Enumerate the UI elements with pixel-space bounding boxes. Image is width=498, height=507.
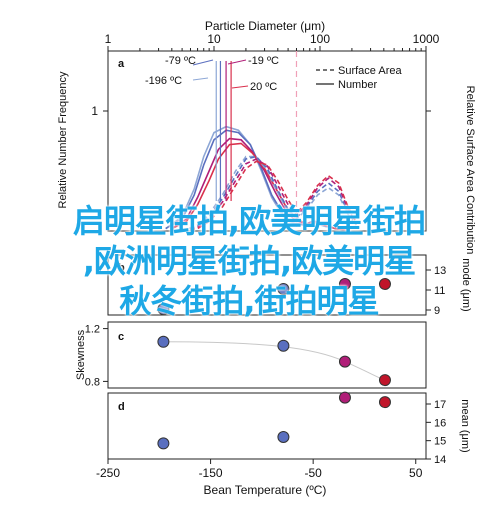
panel-b-y-label: mode (μm) [460, 258, 472, 311]
panel-d-x-tick-label-1: -150 [199, 466, 223, 480]
overlay-text-line-1: 启明星街拍,欧美明星街拍 [72, 202, 426, 240]
panel-d-x-ticks: -250 -150 -50 50 [96, 459, 423, 480]
panel-b-frame [107, 254, 427, 316]
panel-a-legend: Surface Area Number [316, 65, 402, 91]
panel-c-y-tick-label-0: 0.8 [85, 376, 100, 388]
panel-b: b mode (μm) 9 11 13 [107, 254, 472, 317]
panel-a-y-tick-label-0: 1 [91, 104, 98, 118]
panel-d-point-3 [378, 396, 391, 409]
panel-b-letter: b [118, 262, 125, 274]
panel-b-y-tick-label-1: 11 [434, 285, 445, 297]
leader-minus19 [227, 59, 247, 65]
leader-20 [231, 85, 249, 89]
panel-a-curve-surface-4 [181, 155, 357, 232]
panel-d-y-tick-label-2: 16 [434, 417, 446, 429]
panel-d-frame [107, 392, 427, 460]
panel-d-point-2 [338, 391, 351, 404]
panel-d-y-tick-label-1: 15 [434, 436, 446, 448]
panel-c-letter: c [118, 331, 124, 343]
panel-d-x-tick-label-0: -250 [96, 466, 120, 480]
panel-a-curves [165, 61, 358, 232]
panel-c-trend-curve [163, 341, 386, 381]
panel-c-y-ticks: 0.8 1.2 [85, 324, 108, 388]
panel-a-frame [107, 50, 427, 232]
panel-d-letter: d [118, 401, 125, 413]
panel-c-points [157, 335, 391, 387]
legend-surface-area: Surface Area [338, 65, 402, 77]
panel-a-top-axis-title: Particle Diameter (μm) [205, 19, 325, 33]
panel-b-y-tick-label-2: 13 [434, 265, 446, 277]
panel-c-y-label: Skewness [75, 329, 87, 380]
panel-c-point-3 [378, 374, 391, 387]
panel-a-series-labels: -79 ºC -196 ºC -19 ºC 20 ºC [145, 55, 279, 93]
panel-a-x-tick-label-2: 100 [310, 32, 330, 46]
overlay-text-line-2: ,欧洲明星街拍,欧美明星 [82, 242, 416, 280]
panel-a-right-y-label: Relative Surface Area Contribution [464, 86, 476, 255]
panel-a-left-y-label: Relative Number Frequency [57, 71, 69, 208]
panel-a-curve-surface-6 [181, 158, 358, 232]
panel-c-frame [107, 321, 427, 389]
panel-a-curve-surface-7 [181, 160, 358, 232]
panel-b-y-tick-label-0: 9 [434, 305, 440, 317]
panel-b-points [157, 278, 391, 315]
panel-d-y-label: mean (μm) [459, 399, 471, 452]
panel-c: c Skewness 0.8 1.2 [75, 321, 427, 389]
panel-c-point-1 [277, 339, 290, 352]
panel-a-x-tick-label-1: 10 [207, 32, 221, 46]
panel-a-letter: a [118, 58, 125, 70]
panel-d-point-0 [157, 437, 170, 450]
panel-b-point-3 [378, 278, 391, 290]
overlay-text-line-3: 秋冬街拍,街拍明星 [119, 282, 379, 320]
leader-minus196 [192, 77, 209, 81]
panel-a: a Particle Diameter (μm) 1 10 100 1000 1 Re… [57, 19, 476, 254]
panel-a-x-tick-label-0: 1 [105, 32, 112, 46]
panel-d: d mean (μm) 14 15 16 17 -250 -150 -50 50 Bean … [96, 391, 471, 497]
panel-a-curve-number-0 [165, 125, 345, 231]
panel-d-y-ticks: 14 15 16 17 [426, 399, 446, 466]
series-label-20: 20 ºC [250, 81, 277, 93]
panel-c-point-2 [338, 355, 351, 368]
panel-b-point-0 [157, 303, 170, 315]
bottom-x-axis-title: Bean Temperature (ºC) [204, 483, 327, 497]
series-label-minus196: -196 ºC [145, 75, 182, 87]
panel-d-y-tick-label-0: 14 [434, 454, 446, 466]
panel-d-x-tick-label-3: 50 [409, 466, 423, 480]
panel-b-y-ticks: 9 11 13 [426, 265, 446, 317]
panel-a-y-ticks: 1 [91, 104, 431, 118]
panel-d-y-tick-label-3: 17 [434, 399, 446, 411]
leader-minus79 [192, 59, 214, 66]
panel-d-point-1 [277, 431, 290, 443]
panel-a-curve-number-3 [171, 142, 348, 231]
series-label-minus19: -19 ºC [248, 55, 279, 67]
panel-a-x-tick-label-3: 1000 [413, 32, 440, 46]
series-label-minus79: -79 ºC [165, 55, 196, 67]
panel-a-curve-surface-5 [181, 155, 357, 232]
panel-c-point-0 [157, 335, 170, 348]
panel-b-point-2 [338, 278, 351, 290]
panel-a-x-ticks: 1 10 100 1000 [105, 32, 440, 51]
panel-d-points [157, 391, 391, 450]
panel-c-y-tick-label-1: 1.2 [85, 324, 100, 336]
panel-d-x-tick-label-2: -50 [304, 466, 322, 480]
legend-number: Number [338, 79, 377, 91]
panel-b-point-1 [277, 283, 290, 295]
